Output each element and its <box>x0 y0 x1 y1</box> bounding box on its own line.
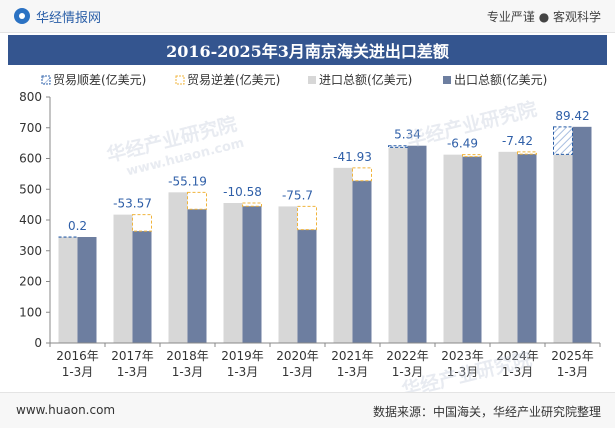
data-label: -53.57 <box>113 197 152 211</box>
data-label: -7.42 <box>502 134 533 148</box>
legend-item: 贸易顺差(亿美元) <box>42 72 146 87</box>
legend-item: 贸易逆差(亿美元) <box>176 72 280 87</box>
logo-icon <box>14 8 30 24</box>
deficit-bar <box>353 168 372 181</box>
top-bar: 华经情报网 专业严谨 ● 客观科学 <box>0 0 615 33</box>
legend-item: 进口总额(亿美元) <box>308 72 412 87</box>
export-bar <box>573 127 592 343</box>
legend-label: 出口总额(亿美元) <box>454 72 547 87</box>
data-label: 5.34 <box>394 128 421 142</box>
import-bar <box>224 203 243 343</box>
data-label: 0.2 <box>68 219 87 233</box>
legend-label: 进口总额(亿美元) <box>319 72 412 87</box>
deficit-bar <box>298 206 317 229</box>
footer-source: 数据来源：中国海关，华经产业研究院整理 <box>373 403 601 420</box>
y-tick-label: 500 <box>19 182 42 196</box>
import-bar <box>554 154 573 343</box>
chart: 贸易顺差(亿美元) 贸易逆差(亿美元) 进口总额(亿美元) 出口总额(亿美元) 0 10… <box>0 66 615 391</box>
export-bar <box>78 237 97 343</box>
deficit-bar <box>243 203 262 206</box>
import-bar <box>279 206 298 343</box>
import-bar <box>389 147 408 343</box>
brand-name: 华经情报网 <box>36 7 101 26</box>
footer: www.huaon.com 数据来源：中国海关，华经产业研究院整理 <box>0 392 615 428</box>
data-label: -55.19 <box>168 174 207 188</box>
data-label: -41.93 <box>333 150 372 164</box>
surplus-bar <box>389 146 408 148</box>
y-tick-label: 200 <box>19 275 42 289</box>
legend-label: 贸易逆差(亿美元) <box>187 72 280 87</box>
data-label: -10.58 <box>223 185 262 199</box>
deficit-bar <box>188 192 207 209</box>
export-bar <box>298 230 317 343</box>
deficit-bar <box>133 215 152 231</box>
y-tick-label: 600 <box>19 152 42 166</box>
export-bar <box>408 146 427 343</box>
y-tick-label: 300 <box>19 244 42 258</box>
legend-swatch-export <box>443 76 451 84</box>
tagline: 专业严谨 ● 客观科学 <box>487 8 601 25</box>
title-bar: 2016-2025年3月南京海关进出口差额 <box>8 35 607 65</box>
chart-title: 2016-2025年3月南京海关进出口差额 <box>166 38 449 62</box>
legend-label: 贸易顺差(亿美元) <box>53 72 146 87</box>
data-label: 89.42 <box>555 109 589 123</box>
import-bar <box>499 152 518 343</box>
import-bar <box>334 168 353 343</box>
y-tick-label: 800 <box>19 90 42 104</box>
import-bar <box>444 155 463 343</box>
deficit-bar <box>518 152 537 154</box>
y-tick-label: 400 <box>19 213 42 227</box>
surplus-bar <box>554 127 573 154</box>
export-bar <box>133 231 152 343</box>
brand[interactable]: 华经情报网 <box>14 7 101 25</box>
data-label: -75.7 <box>282 188 313 202</box>
export-bar <box>463 157 482 343</box>
legend-item: 出口总额(亿美元) <box>443 72 547 87</box>
y-tick-label: 100 <box>19 305 42 319</box>
export-bar <box>188 209 207 343</box>
y-tick-label: 0 <box>34 336 42 350</box>
export-bar <box>243 206 262 343</box>
legend-swatch-deficit <box>176 76 184 84</box>
data-label: -6.49 <box>447 137 478 151</box>
legend-swatch-surplus <box>42 76 50 84</box>
import-bar <box>114 215 133 343</box>
export-bar <box>518 154 537 343</box>
export-bar <box>353 181 372 343</box>
import-bar <box>169 192 188 343</box>
import-bar <box>59 237 78 343</box>
deficit-bar <box>463 155 482 157</box>
footer-website[interactable]: www.huaon.com <box>16 403 115 417</box>
legend-swatch-import <box>308 76 316 84</box>
y-tick-label: 700 <box>19 121 42 135</box>
